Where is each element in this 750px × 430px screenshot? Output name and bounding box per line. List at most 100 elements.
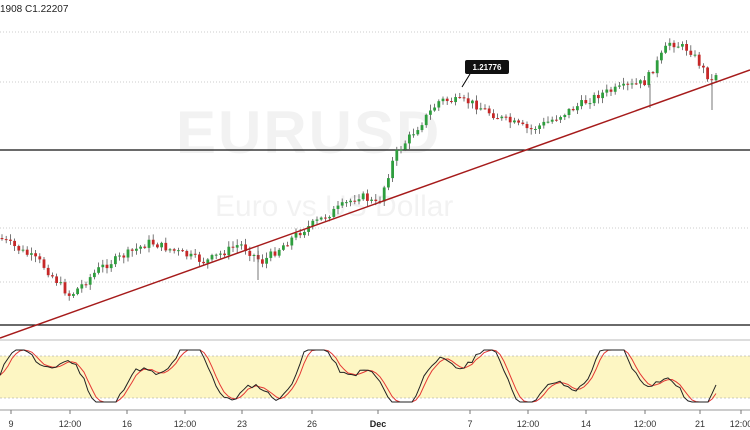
bear-candle [706, 67, 709, 80]
bear-candle [445, 98, 449, 102]
bear-candle [466, 98, 470, 104]
bear-candle [198, 254, 201, 262]
bull-candle [336, 205, 340, 209]
bear-candle [244, 244, 247, 251]
x-tick-label: 21 [695, 419, 705, 429]
bear-candle [164, 242, 168, 251]
bear-candle [462, 97, 466, 99]
callout-box [465, 60, 509, 74]
bull-candle [319, 217, 323, 220]
bull-candle [328, 216, 331, 219]
bull-candle [408, 134, 411, 144]
bear-candle [38, 256, 42, 260]
x-tick-label: 16 [122, 419, 132, 429]
bear-candle [181, 250, 184, 252]
bear-candle [508, 116, 512, 123]
bull-candle [147, 239, 151, 248]
bull-candle [714, 75, 718, 81]
bear-candle [143, 246, 147, 248]
bull-candle [622, 83, 625, 86]
bear-candle [172, 249, 176, 251]
bull-candle [668, 42, 672, 46]
bear-candle [202, 261, 205, 264]
x-tick-label: 12:00 [634, 419, 657, 429]
bull-candle [576, 106, 579, 111]
bear-candle [4, 239, 8, 241]
bear-candle [634, 83, 638, 85]
bear-candle [366, 193, 369, 201]
bear-candle [84, 284, 88, 286]
x-axis: 9 12:00 16 12:00 23 26 Dec 7 12:00 14 12:00 21 12:00 [0, 409, 750, 429]
bull-candle [303, 231, 306, 236]
symbol-name-watermark: Euro vs US Dollar [215, 190, 454, 223]
bull-candle [235, 245, 239, 248]
bull-candle [93, 272, 96, 278]
bear-candle [496, 118, 499, 120]
bull-candle [206, 259, 210, 264]
bear-candle [42, 259, 46, 268]
bull-candle [538, 125, 541, 129]
bear-candle [597, 94, 600, 99]
bear-candle [51, 275, 54, 277]
bear-candle [25, 249, 29, 255]
bear-candle [555, 119, 558, 121]
x-tick-label: 12:00 [174, 419, 197, 429]
bear-candle [651, 72, 655, 74]
bull-candle [550, 119, 554, 122]
bear-candle [584, 100, 588, 104]
stochastic-band [0, 356, 750, 398]
stochastic-k-line [0, 349, 717, 403]
bear-candle [286, 245, 289, 247]
bull-candle [252, 254, 256, 256]
bull-candle [118, 255, 121, 257]
bull-candle [189, 253, 193, 257]
bear-candle [122, 255, 126, 258]
bear-candle [63, 282, 67, 294]
bear-candle [525, 124, 529, 129]
bear-candle [185, 250, 189, 257]
bull-candle [403, 143, 407, 150]
bull-candle [332, 208, 336, 217]
bull-candle [307, 226, 310, 232]
bear-candle [193, 253, 197, 255]
bull-candle [479, 108, 483, 110]
bull-candle [534, 128, 537, 130]
candlestick-series [0, 38, 718, 301]
bear-candle [0, 238, 4, 240]
bear-candle [151, 239, 155, 245]
bull-candle [30, 253, 33, 255]
x-tick-label: 12:00 [730, 419, 750, 429]
bull-candle [294, 233, 298, 238]
bear-candle [487, 108, 491, 114]
horizontal-levels [0, 31, 750, 326]
bear-candle [521, 122, 525, 125]
bull-candle [265, 257, 268, 264]
bear-candle [130, 249, 134, 251]
bear-candle [475, 100, 478, 110]
trend-line[interactable] [0, 69, 750, 339]
bull-candle [676, 46, 680, 48]
bull-candle [660, 52, 663, 61]
bull-candle [227, 246, 231, 256]
bull-candle [601, 92, 604, 99]
bull-candle [126, 249, 130, 258]
bear-candle [529, 128, 533, 130]
bull-candle [214, 254, 218, 256]
bull-candle [639, 80, 642, 84]
bull-candle [424, 114, 428, 126]
bull-candle [114, 256, 117, 265]
bull-candle [559, 117, 562, 120]
bull-candle [240, 244, 243, 246]
bear-candle [697, 54, 701, 66]
price-callout: 1.21776 [461, 60, 509, 88]
bull-candle [349, 200, 352, 203]
stochastic-panel [0, 339, 750, 403]
bull-candle [269, 251, 273, 258]
bear-candle [626, 83, 630, 85]
bear-candle [483, 108, 487, 110]
bull-candle [454, 97, 457, 103]
bear-candle [672, 42, 676, 48]
bull-candle [282, 245, 285, 250]
bear-candle [13, 240, 16, 247]
